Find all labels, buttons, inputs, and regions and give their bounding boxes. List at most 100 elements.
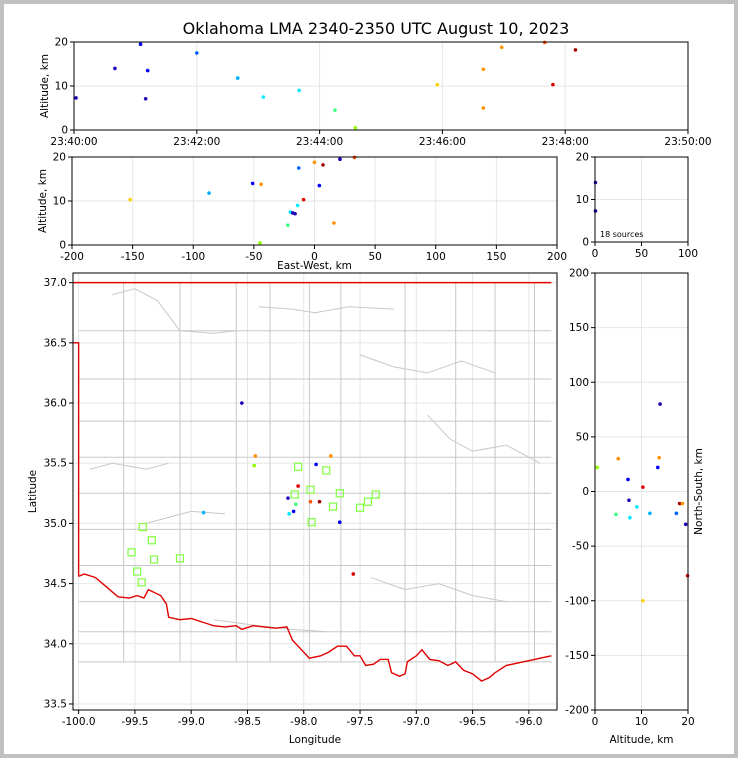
y-tick-label: 0 (61, 125, 68, 137)
lightning-source-point (551, 82, 555, 87)
lightning-source-point (627, 498, 631, 503)
x-tick-label: 0 (592, 248, 599, 260)
lightning-source-point (677, 501, 682, 506)
lightning-source-point (657, 455, 661, 460)
county-line (359, 354, 496, 374)
lightning-source-point (259, 182, 263, 187)
lightning-source-point (294, 502, 298, 506)
x-tick-label: -50 (245, 251, 262, 263)
x-tick-label: 23:48:00 (542, 136, 589, 148)
lightning-source-point (338, 157, 342, 161)
axes-frame (72, 272, 558, 711)
lightning-source-point (253, 454, 258, 458)
lightning-source-point (328, 454, 333, 458)
y-tick-label: 10 (55, 81, 68, 93)
lightning-source-point (113, 66, 117, 71)
x-tick-label: 23:44:00 (296, 136, 343, 148)
y-tick-label: 36.0 (44, 398, 67, 410)
lightning-source-point (337, 520, 342, 524)
lightning-source-point (258, 241, 262, 245)
y-tick-label: -50 (572, 541, 589, 553)
lightning-source-point (616, 456, 621, 461)
lma-station-marker (371, 490, 380, 499)
county-line (258, 306, 394, 314)
lma-station-marker (175, 554, 185, 563)
lightning-source-point (332, 221, 336, 225)
lma-station-marker (306, 485, 315, 494)
lightning-source-point (641, 485, 645, 489)
county-line (89, 462, 169, 470)
x-tick-label: -99.0 (178, 716, 205, 728)
lma-station-marker (137, 578, 146, 587)
county-line (427, 414, 541, 464)
source-count-panel: 0 50 100 0 10 20 18 sources (576, 152, 698, 261)
lightning-source-point (481, 106, 486, 110)
lma-station-marker (133, 567, 142, 576)
x-axis-label: Altitude, km (609, 734, 673, 746)
lightning-source-point (573, 48, 578, 52)
lma-station-marker (127, 548, 136, 557)
lma-station-marker (335, 489, 344, 498)
lightning-source-point (351, 572, 356, 576)
x-tick-label: 23:50:00 (664, 136, 711, 148)
lma-station-marker (290, 490, 299, 499)
x-tick-label: 20 (681, 716, 694, 728)
time-altitude-panel: 23:40:00 23:42:00 23:44:00 23:46:00 23:48:00… (39, 37, 712, 149)
lightning-source-point (201, 510, 206, 515)
x-tick-label: 0 (311, 251, 318, 263)
y-tick-label: 33.5 (44, 698, 67, 710)
x-tick-label: -98.0 (290, 716, 317, 728)
county-line (146, 510, 225, 524)
lightning-source-point (207, 191, 211, 195)
y-tick-label: 0 (59, 240, 66, 252)
y-tick-label: 100 (569, 377, 589, 389)
ew-altitude-panel: -200 -150 -100 -50 0 50 100 150 200 0 10 20 East-Wes… (37, 152, 567, 273)
lightning-source-point (240, 401, 244, 405)
x-tick-label: -97.5 (346, 716, 373, 728)
lightning-source-point (261, 95, 266, 99)
altitude-ns-panel: 0 10 20 -200 -150 -100 -50 0 50 100 150 200 Altitude… (565, 268, 705, 747)
lightning-source-point (297, 88, 301, 93)
lightning-source-point (317, 183, 322, 188)
x-tick-label: -96.0 (515, 716, 542, 728)
x-tick-label: -100.0 (62, 716, 96, 728)
lightning-source-point (252, 463, 257, 468)
lightning-source-point (138, 42, 143, 46)
x-axis-label: Longitude (289, 734, 341, 746)
x-axis-label: East-West, km (277, 260, 352, 272)
lightning-source-point (250, 181, 255, 186)
lma-station-marker (138, 522, 147, 532)
lightning-source-point (641, 598, 645, 603)
lightning-source-point (628, 515, 632, 520)
y-tick-label: 34.0 (44, 638, 67, 650)
figure-canvas: Oklahoma LMA 2340-2350 UTC August 10, 20… (4, 4, 734, 754)
lightning-source-point (317, 499, 322, 504)
map-layer (73, 281, 552, 682)
y-tick-label: -100 (565, 595, 589, 607)
lightning-source-point (321, 163, 325, 167)
y-tick-label: 20 (576, 152, 589, 164)
x-tick-label: -99.5 (121, 716, 148, 728)
lightning-source-point (481, 67, 486, 72)
lma-figure: Oklahoma LMA 2340-2350 UTC August 10, 20… (27, 19, 712, 747)
lma-station-marker (322, 466, 331, 475)
lightning-source-point (296, 484, 300, 488)
lma-station-marker (355, 503, 365, 512)
lightning-source-point (145, 68, 150, 73)
x-tick-label: -98.5 (234, 716, 261, 728)
plot-area (73, 273, 557, 710)
x-tick-label: -100 (181, 251, 205, 263)
plan-view-panel: -100.0 -99.5 -99.0 -98.5 -98.0 -97.5 -97.0 -96.… (27, 272, 558, 746)
x-tick-label: 0 (592, 716, 599, 728)
x-tick-label: -200 (60, 251, 84, 263)
lightning-source-point (312, 160, 317, 165)
lma-station-marker (294, 462, 303, 471)
x-tick-label: 100 (426, 251, 446, 263)
lightning-source-point (595, 465, 600, 470)
lightning-source-point (295, 203, 300, 208)
lightning-source-point (195, 51, 199, 55)
county-line (371, 577, 507, 603)
y-tick-label: 35.0 (44, 518, 67, 530)
lma-station-marker (147, 536, 156, 545)
